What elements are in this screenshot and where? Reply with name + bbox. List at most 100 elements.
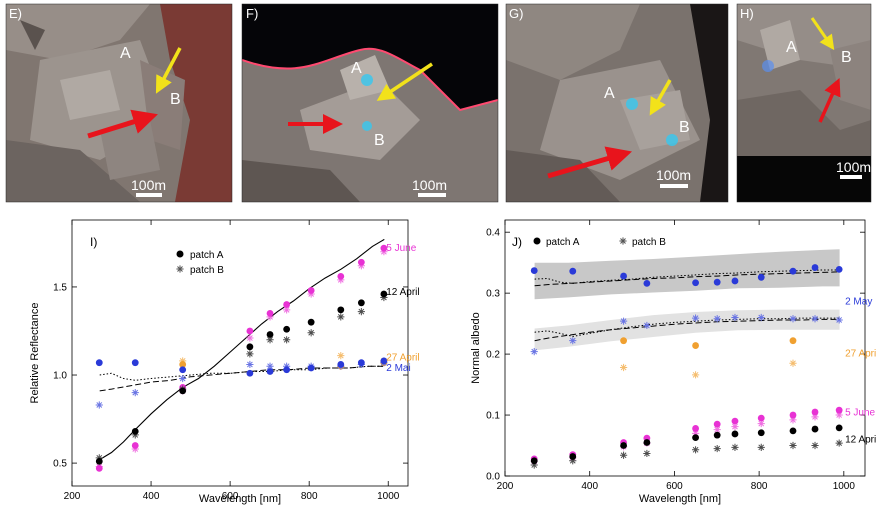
chart-i-xlabel: Wavelength [nm] bbox=[199, 493, 281, 505]
chart-j-point-12-april-patch-a bbox=[835, 424, 843, 432]
chart-j-xlabel: Wavelength [nm] bbox=[639, 493, 721, 505]
chart-j-legend-patch-b: patch B bbox=[632, 237, 666, 248]
chart-j-label-12-april: 12 April bbox=[845, 434, 876, 445]
chart-i-point-2-mai-patch-b bbox=[131, 389, 139, 397]
chart-j-point-5-june-patch-a bbox=[789, 411, 797, 419]
chart-i-xtick-label: 1000 bbox=[377, 491, 400, 502]
chart-i-point-2-mai-patch-b bbox=[266, 362, 274, 370]
chart-j-point-5-june-patch-a bbox=[757, 414, 765, 422]
chart-j-curve-dotted-3 bbox=[534, 317, 840, 337]
chart-j-point-12-april-patch-b bbox=[713, 444, 721, 453]
chart-j-axes: 200 400 600 800 1000 0.0 0.1 0.2 0.3 0.4 bbox=[486, 220, 865, 492]
panel-h-point-b: B bbox=[841, 49, 852, 66]
chart-j-point-2-may-patch-b bbox=[619, 317, 628, 325]
chart-i-point-12-april-patch-b bbox=[266, 336, 274, 344]
chart-j-point-2-may-patch-a bbox=[811, 264, 819, 271]
image-panel-e bbox=[6, 4, 232, 202]
chart-j-point-12-april-patch-b bbox=[530, 461, 538, 469]
panel-g-label: G) bbox=[509, 6, 523, 21]
chart-i-point-5-june-patch-b bbox=[246, 334, 254, 342]
chart-j-ytick-label: 0.2 bbox=[486, 350, 500, 361]
chart-i-point-5-june-patch-a bbox=[337, 272, 345, 280]
chart-i-curve-solid-0 bbox=[99, 238, 385, 461]
chart-j-point-2-may-patch-a bbox=[713, 278, 721, 286]
chart-j-point-2-may-patch-a bbox=[530, 267, 538, 274]
chart-j-point-12-april-patch-a bbox=[643, 439, 651, 446]
panel-f-scale-bar bbox=[418, 193, 446, 197]
chart-j-point-12-april-patch-b bbox=[691, 446, 700, 454]
chart-i-point-27-april-patch-b bbox=[179, 357, 187, 365]
chart-i-point-5-june-patch-b bbox=[380, 248, 388, 256]
chart-i-point-2-mai-patch-a bbox=[246, 369, 254, 377]
chart-j-point-2-may-patch-a bbox=[789, 267, 797, 275]
chart-i-point-2-mai-patch-a bbox=[337, 361, 345, 368]
panel-h-point-a: A bbox=[786, 39, 797, 56]
chart-i-xtick-label: 800 bbox=[301, 491, 318, 502]
chart-i-curves bbox=[99, 238, 385, 461]
chart-j-point-5-june-patch-a bbox=[692, 425, 699, 432]
chart-i-point-12-april-patch-a bbox=[266, 331, 274, 338]
chart-i-point-5-june-patch-b bbox=[131, 445, 139, 453]
chart-i-point-5-june-patch-a bbox=[380, 244, 388, 252]
chart-i-point-2-mai-patch-a bbox=[131, 359, 139, 367]
chart-i-point-5-june-patch-b bbox=[307, 290, 315, 298]
image-panel-g bbox=[506, 4, 728, 202]
chart-j-point-5-june-patch-a bbox=[811, 408, 819, 416]
chart-i-point-5-june-patch-a bbox=[246, 327, 254, 335]
panel-f-point-a: A bbox=[351, 60, 362, 77]
panel-f-point-b: B bbox=[374, 132, 385, 149]
chart-i-point-5-june-patch-a bbox=[283, 301, 291, 308]
chart-i-point-2-mai-patch-a bbox=[266, 368, 274, 375]
chart-j-point-12-april-patch-b bbox=[619, 451, 628, 459]
chart-i-point-2-mai-patch-a bbox=[95, 359, 103, 367]
chart-j-xtick-label: 400 bbox=[581, 481, 598, 492]
panel-f-yellow-arrow bbox=[376, 62, 433, 101]
chart-j-point-12-april-patch-a bbox=[692, 434, 699, 441]
chart-i-axes: 200 400 600 800 1000 0.5 1.0 1.5 bbox=[53, 220, 408, 502]
chart-j-xtick-label: 600 bbox=[666, 481, 683, 492]
chart-j-legend-dot bbox=[533, 237, 541, 245]
chart-i-point-27-april-patch-b bbox=[337, 352, 345, 360]
chart-j-legend-patch-a: patch A bbox=[546, 237, 580, 248]
chart-j-point-12-april-patch-a bbox=[811, 425, 819, 433]
chart-j: 200 400 600 800 1000 0.0 0.1 0.2 0.3 0.4 J) Wavel… bbox=[470, 219, 876, 505]
chart-j-label-5-june: 5 June bbox=[845, 408, 875, 419]
panel-g-red-arrow bbox=[547, 146, 632, 179]
chart-j-ytick-label: 0.3 bbox=[486, 289, 500, 300]
panel-e-red-arrow bbox=[87, 109, 158, 139]
chart-i-ytick-label: 1.5 bbox=[53, 282, 67, 293]
chart-i-point-5-june-patch-b bbox=[283, 306, 291, 314]
image-panel-f bbox=[242, 4, 498, 202]
chart-j-point-12-april-patch-a bbox=[789, 427, 797, 435]
chart-i-point-2-mai-patch-b bbox=[283, 362, 291, 370]
chart-i-xtick-label: 200 bbox=[64, 491, 81, 502]
chart-i-point-2-mai-patch-b bbox=[179, 374, 187, 383]
chart-i-point-12-april-patch-a bbox=[337, 306, 345, 314]
panel-g-point-a: A bbox=[604, 85, 615, 102]
chart-j-label-27-april: 27 April bbox=[845, 348, 876, 359]
chart-j-xtick-label: 800 bbox=[751, 481, 768, 492]
chart-j-annotations: 2 May 27 April 5 June 12 April bbox=[845, 297, 876, 446]
chart-i-legend-dot bbox=[176, 250, 184, 258]
chart-i-ytick-label: 0.5 bbox=[53, 459, 67, 470]
panel-g-scale-bar bbox=[660, 184, 688, 188]
chart-j-point-12-april-patch-a bbox=[620, 442, 627, 449]
chart-i-point-12-april-patch-b bbox=[307, 329, 315, 337]
chart-i-point-12-april-patch-a bbox=[307, 318, 315, 326]
panel-h-label: H) bbox=[740, 6, 754, 21]
chart-j-point-2-may-patch-a bbox=[757, 273, 765, 281]
panel-f-scale-label: 100m bbox=[412, 177, 447, 193]
chart-j-point-5-june-patch-a bbox=[835, 406, 843, 414]
chart-j-point-2-may-patch-a bbox=[835, 265, 843, 273]
chart-j-point-12-april-patch-b bbox=[569, 457, 577, 465]
panel-h-scale-label: 100m bbox=[836, 159, 871, 175]
panel-f-label: F) bbox=[246, 6, 258, 21]
chart-i-markers bbox=[95, 244, 388, 472]
chart-i-ylabel: Relative Reflectance bbox=[29, 303, 41, 404]
chart-i-legend-star bbox=[176, 265, 184, 273]
chart-j-point-27-april-patch-a bbox=[692, 342, 699, 349]
chart-j-point-12-april-patch-b bbox=[757, 443, 765, 451]
chart-i-point-5-june-patch-b bbox=[337, 276, 345, 284]
